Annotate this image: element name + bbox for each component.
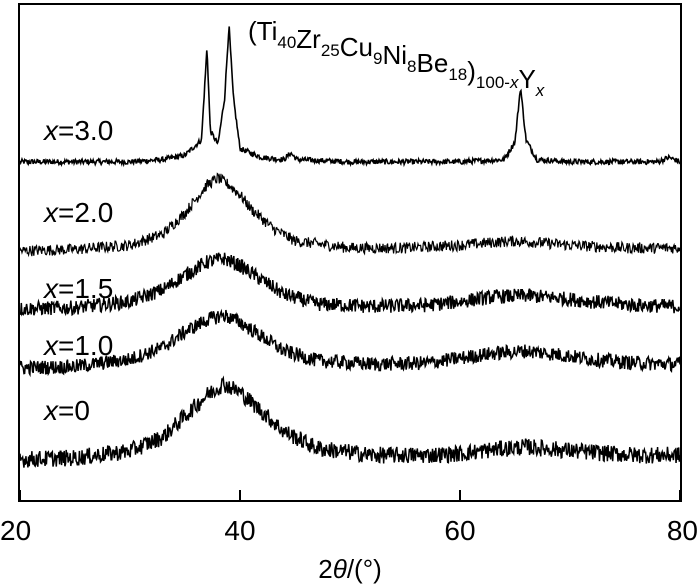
chart-title: (Ti40Zr25Cu9Ni8Be18)100-xYx <box>248 16 545 100</box>
trace-x=1.0 <box>19 308 681 378</box>
x-axis-ticks: 20 40 60 80 <box>0 490 698 546</box>
x-axis-label: 2θ/(°) <box>318 554 382 584</box>
series-label-x=1.0: x=1.0 <box>42 330 113 361</box>
series-label-x=2.0: x=2.0 <box>42 197 113 228</box>
x-tick-label-80: 80 <box>667 515 698 546</box>
trace-x=0 <box>19 375 681 468</box>
series-label-x=0: x=0 <box>42 395 90 426</box>
trace-x=3.0 <box>19 26 681 168</box>
series-labels: x=3.0 x=2.0 x=1.5 x=1.0 x=0 <box>42 115 113 426</box>
x-tick-label-20: 20 <box>0 515 31 546</box>
plot-frame <box>18 3 682 502</box>
series-label-x=1.5: x=1.5 <box>42 273 113 304</box>
trace-x=2.0 <box>19 172 681 258</box>
x-tick-label-40: 40 <box>224 515 255 546</box>
trace-x=1.5 <box>19 252 681 317</box>
traces-group <box>19 26 681 468</box>
x-tick-label-60: 60 <box>444 515 475 546</box>
series-label-x=3.0: x=3.0 <box>42 115 113 146</box>
